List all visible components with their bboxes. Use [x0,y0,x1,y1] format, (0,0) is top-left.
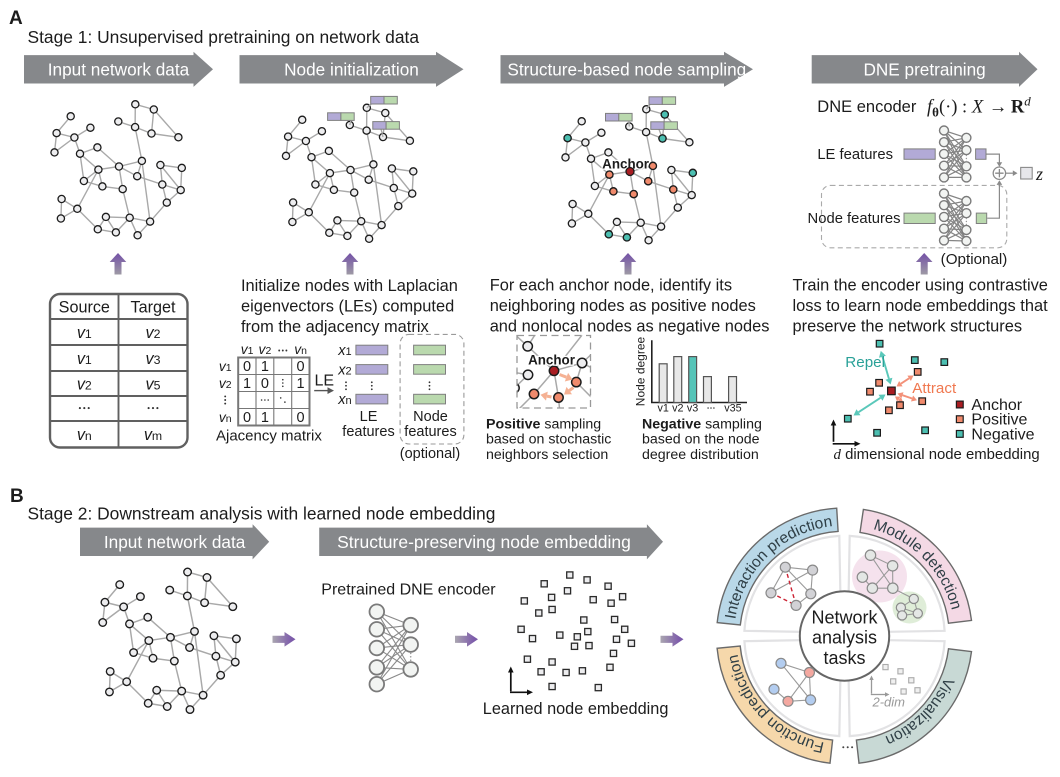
svg-text:d dimensional node embedding: d dimensional node embedding [834,447,1040,463]
svg-text:1: 1 [261,410,269,426]
svg-text:(optional): (optional) [400,446,460,462]
svg-text:neighboring nodes as positive: neighboring nodes as positive nodes [490,297,756,315]
svg-text:Stage 2: Downstream analysis w: Stage 2: Downstream analysis with learne… [28,504,496,524]
svg-text:Input network data: Input network data [104,532,246,552]
svg-text:v2: v2 [219,376,232,391]
svg-text:tasks: tasks [823,648,865,668]
svg-text:For each anchor node, identify: For each anchor node, identify its [490,277,732,295]
svg-text:v1: v1 [219,359,232,374]
svg-text:v2: v2 [146,324,161,342]
svg-text:Node degree: Node degree [634,336,648,406]
svg-text:x1: x1 [337,343,351,359]
svg-text:based on the node: based on the node [642,432,760,448]
svg-text:0: 0 [261,376,269,392]
svg-text:based on stochastic: based on stochastic [486,432,611,448]
svg-text:v3: v3 [687,403,698,415]
svg-text:Negative sampling: Negative sampling [642,417,762,433]
svg-text:Structure-preserving node embe: Structure-preserving node embedding [337,532,631,552]
svg-text:0: 0 [243,359,251,375]
svg-text:Node: Node [413,409,448,425]
svg-text:v3: v3 [146,350,161,368]
svg-text:vn: vn [219,410,232,425]
svg-text:degree distribution: degree distribution [642,447,759,463]
svg-text:Source: Source [59,299,110,317]
svg-text:v1: v1 [77,350,92,368]
svg-text:Anchor: Anchor [528,353,576,368]
svg-text:0: 0 [297,410,305,426]
svg-text:v2: v2 [672,403,683,415]
svg-text:Target: Target [131,299,176,317]
svg-text:from the adjacency matrix: from the adjacency matrix [241,318,429,336]
svg-text:1: 1 [297,376,305,392]
svg-text:0: 0 [243,410,251,426]
svg-text:A: A [9,8,23,29]
svg-text:features: features [404,424,456,440]
svg-text:1: 1 [261,359,269,375]
svg-text:Attract: Attract [912,380,957,397]
svg-text:x2: x2 [337,362,351,378]
svg-text:Pretrained DNE encoder: Pretrained DNE encoder [321,581,496,598]
svg-text:Repel: Repel [845,354,885,371]
svg-text:Node initialization: Node initialization [284,59,419,79]
svg-text:Train the encoder using contra: Train the encoder using contrastive [793,277,1048,295]
svg-text:v1: v1 [77,324,92,342]
svg-text:vm: vm [144,426,162,444]
svg-text:xn: xn [337,392,351,408]
svg-text:0: 0 [297,359,305,375]
svg-text:LE: LE [315,373,335,390]
svg-text:DNE pretraining: DNE pretraining [863,59,985,79]
svg-text:v1: v1 [657,403,668,415]
svg-text:Network: Network [811,608,878,628]
svg-text:vn: vn [77,426,92,444]
svg-text:1: 1 [243,376,251,392]
svg-text:(Optional): (Optional) [941,251,1008,268]
svg-text:LE features: LE features [817,147,893,163]
svg-text:Input network data: Input network data [48,59,190,79]
svg-text:fθ(·) : X → Rd: fθ(·) : X → Rd [927,94,1031,120]
svg-text:Positive sampling: Positive sampling [486,417,601,433]
svg-text:features: features [342,424,394,440]
svg-text:2-dim: 2-dim [872,695,906,710]
svg-text:Anchor: Anchor [602,156,650,171]
svg-text:and nonlocal nodes as negative: and nonlocal nodes as negative nodes [490,318,770,336]
svg-text:analysis: analysis [812,628,877,648]
svg-text:v1: v1 [241,342,254,357]
svg-text:LE: LE [360,409,378,425]
svg-text:preserve the network structure: preserve the network structures [793,318,1023,336]
svg-text:v5: v5 [146,376,161,394]
svg-text:Structure-based node sampling: Structure-based node sampling [507,59,746,79]
svg-text:B: B [10,486,24,507]
svg-text:Learned node embedding: Learned node embedding [483,700,669,718]
svg-text:vn: vn [294,342,307,357]
svg-text:Ajacency matrix: Ajacency matrix [216,428,322,445]
svg-text:Negative: Negative [971,426,1034,443]
svg-text:loss to learn node embeddings: loss to learn node embeddings that [793,297,1049,315]
svg-text:Node features: Node features [808,211,901,227]
svg-text:DNE encoder: DNE encoder [817,98,917,116]
svg-text:v2: v2 [77,376,92,394]
svg-text:z: z [1035,164,1043,184]
svg-text:Initialize nodes with Laplacia: Initialize nodes with Laplacian [241,277,458,295]
svg-text:neighbors selection: neighbors selection [486,447,608,463]
svg-text:Stage 1: Unsupervised pretrain: Stage 1: Unsupervised pretraining on net… [28,27,420,47]
svg-text:eigenvectors (LEs) computed: eigenvectors (LEs) computed [241,297,454,315]
svg-text:v2: v2 [259,342,272,357]
svg-text:v35: v35 [724,403,741,415]
